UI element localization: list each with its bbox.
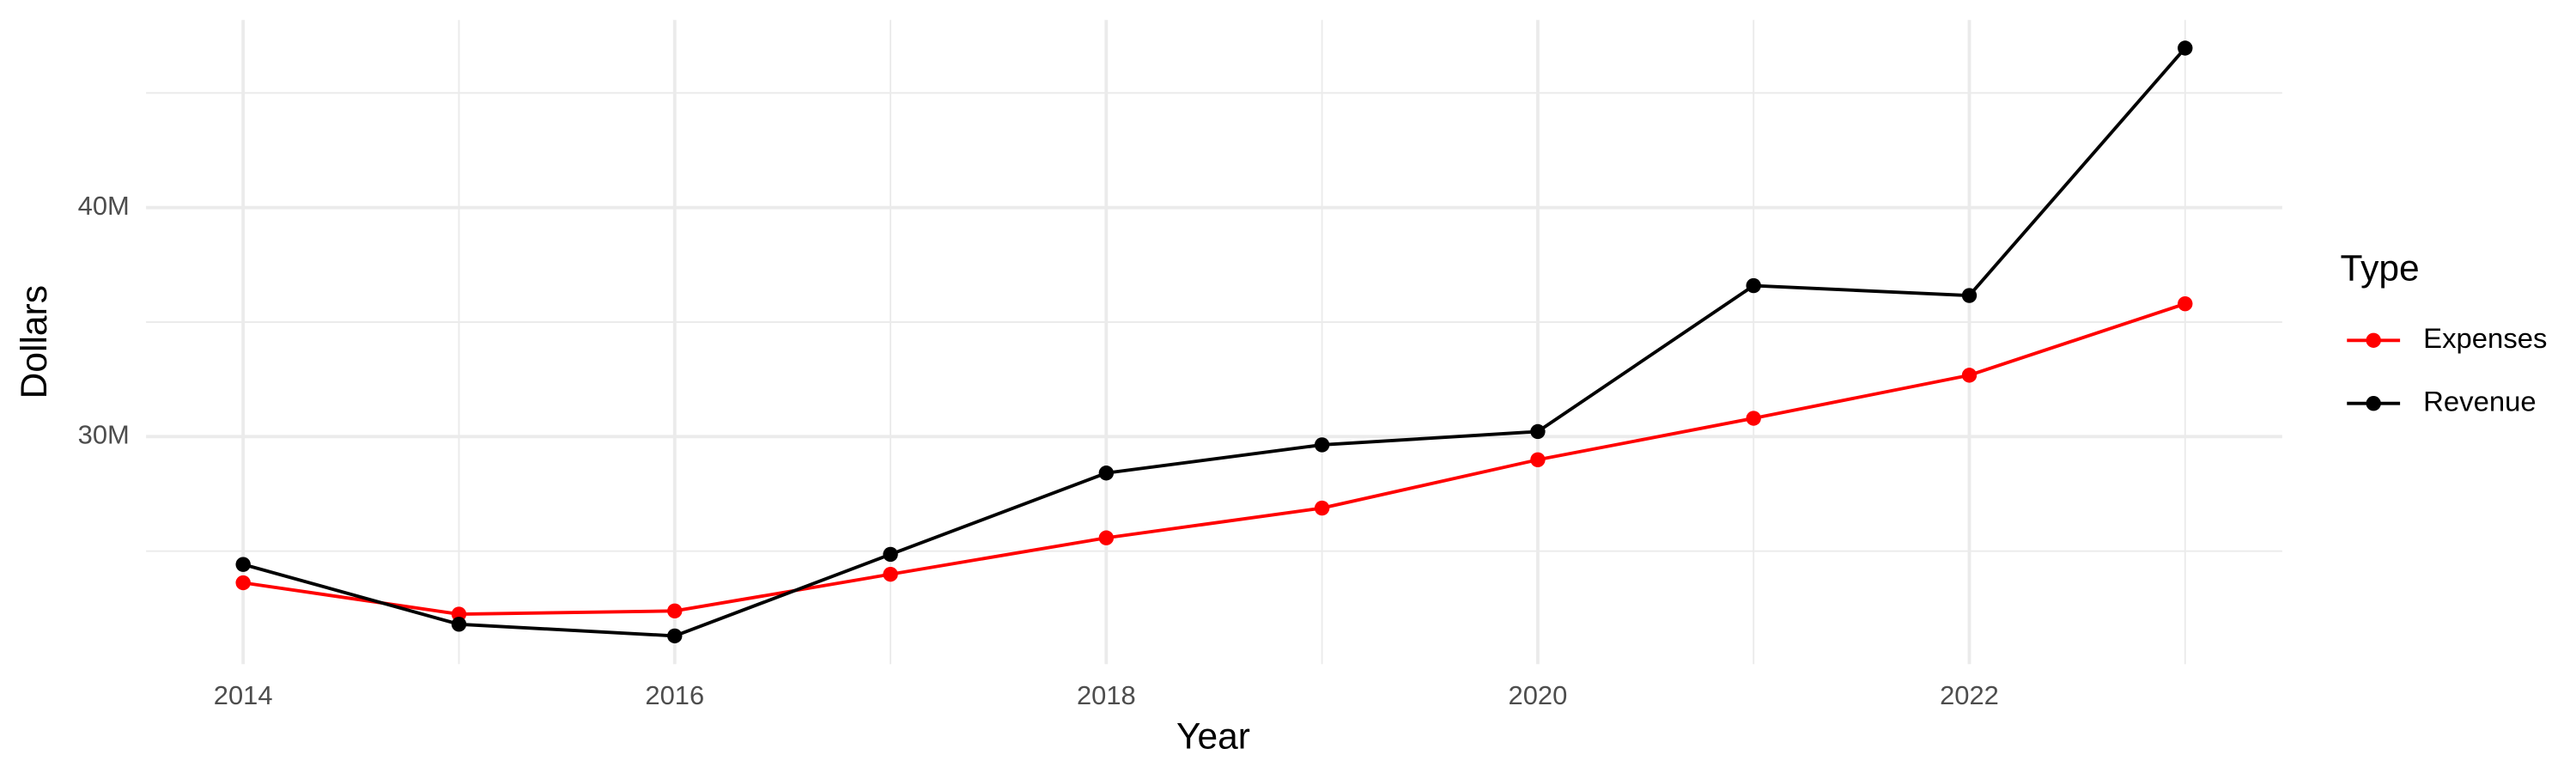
legend-title: Type [2341, 248, 2420, 289]
legend-label: Expenses [2423, 322, 2547, 354]
data-point [1098, 466, 1115, 481]
data-point [1098, 530, 1115, 545]
series-line [242, 46, 2187, 638]
y-axis-title: Dollars [15, 285, 55, 399]
data-point [883, 546, 898, 563]
data-point [235, 575, 251, 591]
data-point [1961, 288, 1978, 303]
data-point [667, 628, 683, 644]
legend-key-point [2366, 332, 2381, 348]
y-tick-label: 40M [78, 191, 130, 221]
data-point [1314, 437, 1330, 453]
y-tick-label: 30M [78, 420, 130, 450]
x-tick-label: 2014 [214, 680, 273, 710]
data-point [667, 603, 683, 619]
data-point [1314, 500, 1330, 516]
legend-label: Revenue [2423, 385, 2537, 417]
data-point [1530, 423, 1546, 440]
legend-key-point [2366, 396, 2381, 411]
data-point [883, 566, 898, 582]
x-tick-label: 2022 [1940, 680, 1999, 710]
x-axis-title: Year [1176, 716, 1250, 757]
data-point [1746, 277, 1761, 294]
series-line [242, 301, 2186, 616]
data-point [1530, 452, 1546, 467]
data-point [1961, 368, 1978, 383]
data-point [2178, 295, 2193, 312]
x-tick-label: 2016 [645, 680, 704, 710]
data-point [235, 557, 251, 572]
x-tick-label: 2018 [1077, 680, 1136, 710]
data-point [451, 617, 467, 632]
x-tick-label: 2020 [1509, 680, 1568, 710]
data-point [1746, 411, 1761, 426]
data-point [2178, 40, 2193, 56]
